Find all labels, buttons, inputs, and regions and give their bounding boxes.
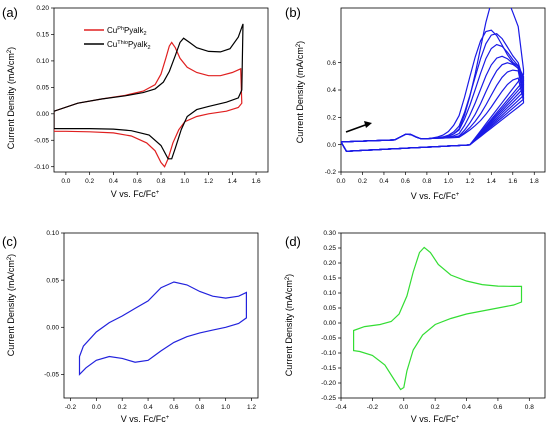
y-tick-label: -0.15 <box>321 365 336 372</box>
panel-label: (a) <box>2 5 18 20</box>
panel-a: (a) Current Density (mA/cm2) V vs. Fc/Fc… <box>2 5 269 199</box>
y-tick-label: 0.00 <box>36 111 49 118</box>
x-tick-label: 1.6 <box>508 178 517 185</box>
plot-frame <box>53 7 269 173</box>
y-tick-label: -0.05 <box>321 335 336 342</box>
panel-label: (b) <box>285 5 301 20</box>
x-tick-label: 0.4 <box>462 404 471 411</box>
y-tick-label: 0.0 <box>327 142 336 149</box>
x-tick-label: -0.2 <box>367 404 379 411</box>
y-tick-label: 0.20 <box>323 260 336 267</box>
x-tick-label: 0.2 <box>85 178 94 185</box>
x-tick-label: 0.2 <box>118 404 127 411</box>
y-tick-label: 0.05 <box>323 305 336 312</box>
series-line-0 <box>54 41 243 168</box>
x-tick-label: 0.6 <box>401 178 410 185</box>
y-tick-label: -0.2 <box>325 169 337 176</box>
x-tick-label: 1.0 <box>221 404 230 411</box>
y-tick-label: 0.00 <box>323 320 336 327</box>
y-tick-label: -0.10 <box>34 164 49 171</box>
y-tick-label: 0.10 <box>36 58 49 65</box>
y-tick-label: 0.30 <box>323 230 336 237</box>
x-tick-label: 0.0 <box>61 178 70 185</box>
x-axis-label: V vs. Fc/Fc+ <box>121 414 170 424</box>
x-tick-label: -0.2 <box>65 404 77 411</box>
x-tick-label: 1.0 <box>444 178 453 185</box>
y-tick-label: 0.20 <box>36 5 49 12</box>
y-tick-label: 0.05 <box>46 277 59 284</box>
y-tick-label: 0.15 <box>323 275 336 282</box>
y-tick-label: 0.6 <box>327 60 336 67</box>
x-tick-label: 0.2 <box>358 178 367 185</box>
y-tick-label: 0.05 <box>36 85 49 92</box>
y-axis-label: Current Density (mA/cm2) <box>6 47 16 149</box>
y-axis-label: Current Density (mA/cm2) <box>6 254 16 356</box>
series-line-2 <box>341 33 525 152</box>
sweep-direction-arrow <box>345 121 372 133</box>
x-tick-label: 0.4 <box>144 404 153 411</box>
x-tick-label: 1.0 <box>180 178 189 185</box>
y-tick-label: 0.10 <box>323 290 336 297</box>
series-line-1 <box>54 23 244 160</box>
x-tick-label: 1.8 <box>530 178 539 185</box>
x-axis-label: V vs. Fc/Fc+ <box>411 191 460 201</box>
series-line-0 <box>341 8 525 152</box>
legend: CuPhPyalk2 CuThioPyalk2 <box>84 26 151 51</box>
x-tick-label: 0.4 <box>379 178 388 185</box>
y-tick-label: 0.2 <box>327 115 336 122</box>
plot-frame <box>340 7 546 173</box>
panel-c: (c) Current Density (mA/cm2) V vs. Fc/Fc… <box>2 230 259 424</box>
series-line-7 <box>341 77 525 152</box>
y-tick-label: 0.25 <box>323 245 336 252</box>
y-tick-label: -0.05 <box>44 372 59 379</box>
x-tick-label: 1.2 <box>204 178 213 185</box>
plot-frame <box>340 232 546 399</box>
panel-label: (d) <box>285 234 301 249</box>
y-tick-label: 0.4 <box>327 87 336 94</box>
x-tick-label: 0.4 <box>109 178 118 185</box>
x-tick-label: 0.2 <box>431 404 440 411</box>
y-tick-label: -0.05 <box>34 137 49 144</box>
x-tick-label: 0.0 <box>399 404 408 411</box>
legend-label-thio: CuThioPyalk2 <box>107 40 151 51</box>
y-axis-label: Current Density (mA/cm2) <box>295 41 305 143</box>
x-tick-label: 1.4 <box>487 178 496 185</box>
legend-label-ph: CuPhPyalk2 <box>107 26 147 37</box>
y-tick-label: 0.00 <box>46 324 59 331</box>
series-line-3 <box>341 43 525 152</box>
x-tick-label: 0.6 <box>133 178 142 185</box>
plot-frame <box>63 232 259 399</box>
x-tick-label: 0.6 <box>169 404 178 411</box>
y-tick-label: -0.25 <box>321 395 336 402</box>
x-tick-label: 0.0 <box>92 404 101 411</box>
y-axis-label: Current Density (mA/cm2) <box>284 274 294 376</box>
y-tick-label: 0.10 <box>46 230 59 237</box>
x-tick-label: 0.0 <box>336 178 345 185</box>
y-tick-label: -0.10 <box>321 350 336 357</box>
x-tick-label: 0.8 <box>422 178 431 185</box>
x-tick-label: 0.8 <box>525 404 534 411</box>
x-tick-label: -0.4 <box>335 404 347 411</box>
y-tick-label: 0.15 <box>36 32 49 39</box>
x-tick-label: 0.8 <box>156 178 165 185</box>
x-axis-label: V vs. Fc/Fc+ <box>411 414 460 424</box>
panel-b: (b) Current Density (mA/cm2) V vs. Fc/Fc… <box>285 5 546 201</box>
panel-d: (d) Current Density (mA/cm2) V vs. Fc/Fc… <box>284 230 546 424</box>
x-tick-label: 0.6 <box>493 404 502 411</box>
x-tick-label: 1.2 <box>465 178 474 185</box>
x-axis-label: V vs. Fc/Fc+ <box>111 189 160 199</box>
x-tick-label: 1.2 <box>247 404 256 411</box>
series-line-0 <box>78 281 247 376</box>
panel-label: (c) <box>2 234 17 249</box>
y-tick-label: -0.20 <box>321 380 336 387</box>
x-tick-label: 1.6 <box>252 178 261 185</box>
x-tick-label: 1.4 <box>228 178 237 185</box>
x-tick-label: 0.8 <box>195 404 204 411</box>
series-line-1 <box>341 29 525 152</box>
series-line-0 <box>353 246 523 391</box>
